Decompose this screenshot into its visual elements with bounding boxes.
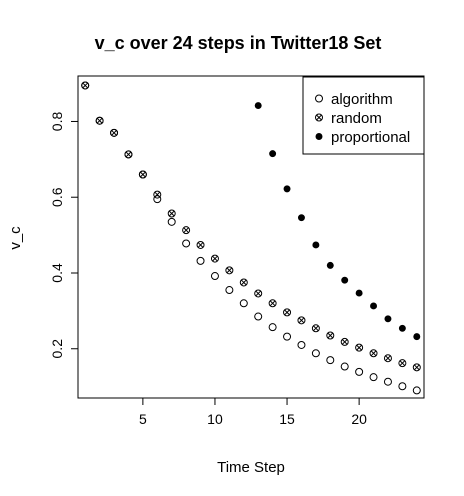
point-algorithm [182, 239, 191, 248]
point-algorithm [167, 217, 176, 226]
point-algorithm [326, 356, 335, 365]
point-proportional [269, 150, 277, 158]
legend-marker-proportional [315, 133, 323, 140]
x-tick-label: 5 [139, 411, 147, 427]
point-random [81, 81, 90, 90]
point-random [283, 308, 292, 317]
point-algorithm [225, 286, 234, 295]
point-random [124, 150, 133, 159]
point-algorithm [340, 362, 349, 371]
point-proportional [355, 289, 363, 297]
legend-marker-algorithm [315, 94, 323, 103]
point-proportional [297, 214, 305, 222]
legend-box [302, 76, 425, 155]
point-random [182, 226, 191, 235]
point-algorithm [283, 332, 292, 341]
point-proportional [384, 315, 392, 323]
point-random [297, 316, 306, 325]
point-proportional [283, 185, 291, 193]
chart-title: v_c over 24 steps in Twitter18 Set [95, 33, 382, 53]
point-algorithm [355, 367, 364, 376]
point-proportional [254, 102, 262, 110]
point-random [268, 299, 277, 308]
x-axis: 5 10 15 20 [139, 398, 367, 427]
point-random [95, 116, 104, 125]
x-tick-label: 20 [351, 411, 367, 427]
point-random [167, 209, 176, 218]
point-proportional [398, 324, 406, 332]
x-axis-label: Time Step [217, 459, 285, 476]
point-random [326, 331, 335, 340]
point-algorithm [398, 382, 407, 391]
x-tick-label: 10 [207, 411, 223, 427]
x-tick-label: 15 [279, 411, 295, 427]
y-axis: 0.2 0.4 0.6 0.8 [49, 112, 78, 359]
point-proportional [370, 302, 378, 310]
point-algorithm [153, 195, 162, 204]
legend-label-proportional: proportional [331, 129, 410, 146]
legend-label-algorithm: algorithm [331, 91, 393, 108]
point-random [412, 363, 421, 372]
legend-marker-random [315, 113, 323, 122]
plot-frame [77, 75, 425, 399]
point-algorithm [297, 340, 306, 349]
point-random [196, 240, 205, 249]
point-random [225, 266, 234, 275]
point-random [398, 359, 407, 368]
point-algorithm [412, 386, 421, 395]
point-algorithm [383, 377, 392, 386]
point-algorithm [210, 272, 219, 281]
point-random [110, 128, 119, 137]
point-proportional [326, 261, 334, 269]
point-proportional [312, 241, 320, 249]
point-proportional [413, 333, 421, 341]
legend-label-random: random [331, 110, 382, 127]
point-algorithm [311, 349, 320, 358]
point-random [383, 354, 392, 363]
point-random [340, 337, 349, 346]
point-random [254, 289, 263, 298]
legend: algorithm random proportional [302, 76, 425, 155]
point-random [311, 324, 320, 333]
point-algorithm [268, 323, 277, 332]
point-algorithm [196, 256, 205, 265]
point-algorithm [239, 299, 248, 308]
y-tick-label: 0.2 [49, 339, 65, 359]
point-algorithm [369, 373, 378, 382]
point-random [153, 190, 162, 199]
point-random [239, 278, 248, 287]
point-random [355, 343, 364, 352]
data-points [81, 81, 421, 395]
point-random [138, 170, 147, 179]
point-random [369, 349, 378, 358]
y-tick-label: 0.4 [49, 263, 65, 283]
point-random [210, 254, 219, 263]
y-tick-label: 0.6 [49, 187, 65, 207]
y-axis-label: v_c [7, 226, 24, 250]
point-algorithm [254, 312, 263, 321]
y-tick-label: 0.8 [49, 112, 65, 132]
point-proportional [341, 276, 349, 284]
